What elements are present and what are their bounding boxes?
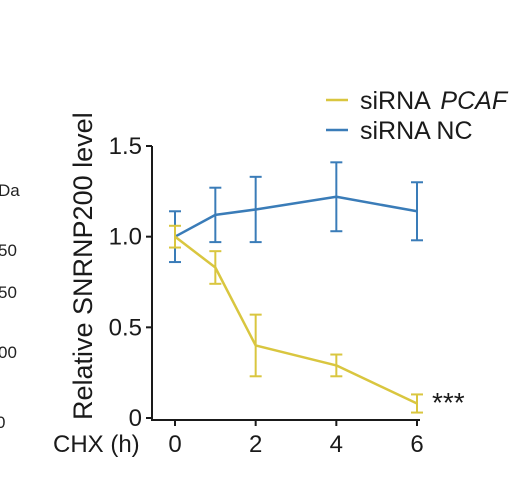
left-edge-label: 50 bbox=[0, 241, 17, 260]
y-tick-label: 0 bbox=[129, 405, 142, 432]
series-1 bbox=[169, 161, 423, 264]
y-ticks: 0 0.5 1.0 1.5 bbox=[109, 133, 152, 432]
left-edge-labels: Da 50 50 00 0 bbox=[0, 181, 20, 432]
x-tick-label: 0 bbox=[168, 431, 181, 458]
left-edge-label: Da bbox=[0, 181, 20, 200]
legend-label-pcaf-italic: PCAF bbox=[440, 87, 508, 115]
left-edge-label: 00 bbox=[0, 343, 17, 362]
series-layer bbox=[169, 161, 423, 414]
legend-label-pcaf-prefix: siRNA bbox=[360, 87, 431, 115]
series-line bbox=[174, 235, 418, 405]
left-edge-label: 50 bbox=[0, 283, 17, 302]
series-line bbox=[174, 195, 418, 238]
x-tick-label: 2 bbox=[249, 431, 262, 458]
x-axis-label: CHX (h) bbox=[53, 431, 140, 458]
series-0 bbox=[169, 224, 423, 414]
x-ticks: 0 2 4 6 bbox=[168, 420, 424, 458]
legend: siRNA PCAF siRNA NC bbox=[326, 87, 509, 145]
y-tick-label: 1.5 bbox=[109, 133, 142, 160]
legend-label-nc: siRNA NC bbox=[360, 117, 473, 145]
y-axis-title: Relative SNRNP200 level bbox=[68, 112, 98, 420]
significance-label: *** bbox=[432, 387, 465, 418]
x-tick-label: 4 bbox=[330, 431, 343, 458]
x-tick-label: 6 bbox=[410, 431, 423, 458]
left-edge-label: 0 bbox=[0, 413, 5, 432]
y-tick-label: 1.0 bbox=[109, 224, 142, 251]
legend-label-pcaf: siRNA PCAF bbox=[360, 87, 509, 115]
y-tick-label: 0.5 bbox=[109, 314, 142, 341]
